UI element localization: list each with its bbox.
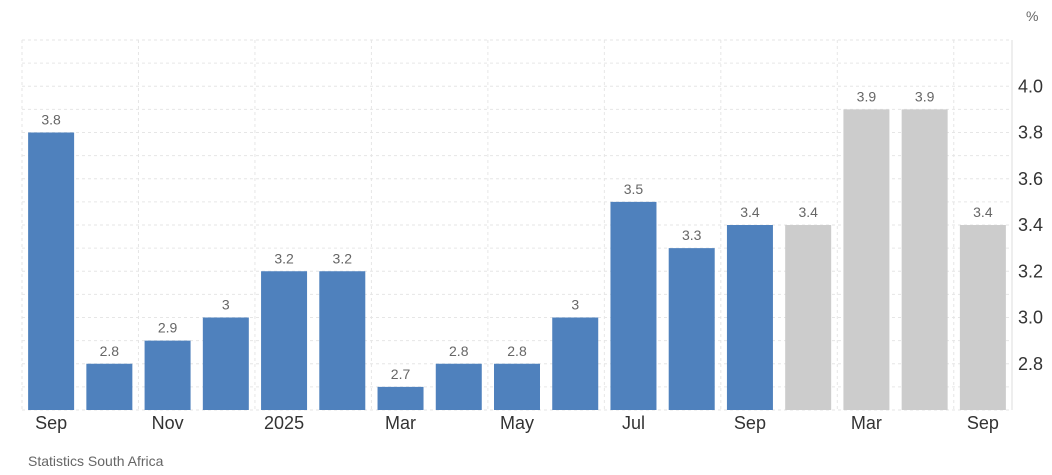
bars (28, 109, 1006, 410)
bar-value-label: 3.4 (973, 204, 993, 220)
forecast-bar[interactable] (959, 225, 1006, 410)
x-tick-label: Mar (851, 413, 882, 433)
bar-value-label: 3.3 (682, 227, 702, 243)
actual-bar[interactable] (668, 248, 715, 410)
source-credit: Statistics South Africa (28, 453, 164, 469)
bar-value-label: 3 (571, 297, 579, 313)
actual-bar[interactable] (552, 317, 599, 411)
unit-label: % (1026, 8, 1039, 24)
y-tick-label: 3.4 (1018, 215, 1043, 235)
bar-value-label: 2.8 (449, 343, 469, 359)
x-tick-label: 2025 (264, 413, 304, 433)
forecast-bar[interactable] (843, 109, 890, 410)
y-tick-label: 3.0 (1018, 308, 1043, 328)
bar-value-label: 2.7 (391, 366, 411, 382)
actual-bar[interactable] (435, 363, 482, 410)
bar-value-label: 3.8 (41, 112, 61, 128)
actual-bar[interactable] (202, 317, 249, 411)
actual-bar[interactable] (494, 363, 540, 410)
bar-value-label: 2.9 (158, 320, 178, 336)
x-tick-label: Jul (622, 413, 645, 433)
actual-bar[interactable] (377, 386, 424, 410)
y-tick-label: 3.6 (1018, 169, 1043, 189)
bar-value-label: 3.9 (915, 88, 935, 104)
x-tick-label: Sep (734, 413, 766, 433)
bar-value-label: 2.8 (100, 343, 120, 359)
y-tick-label: 3.2 (1018, 261, 1043, 281)
x-axis-tick-labels: Sep Nov 2025 Mar May Jul Sep Mar Sep (35, 413, 999, 433)
forecast-bar[interactable] (901, 109, 948, 410)
bar-value-label: 3.9 (857, 88, 877, 104)
y-axis-tick-labels: 2.8 3.0 3.2 3.4 3.6 3.8 4.0 (1018, 76, 1043, 374)
actual-bar[interactable] (610, 201, 657, 410)
x-tick-label: May (500, 413, 534, 433)
bar-value-label: 3.4 (798, 204, 818, 220)
bar-value-label: 3.5 (624, 181, 644, 197)
actual-bar[interactable] (261, 271, 308, 410)
bar-value-label: 3.2 (274, 250, 294, 266)
forecast-bar[interactable] (785, 225, 832, 410)
y-tick-label: 2.8 (1018, 354, 1043, 374)
actual-bar[interactable] (726, 225, 773, 410)
y-tick-label: 3.8 (1018, 123, 1043, 143)
bar-value-label: 3 (222, 297, 230, 313)
actual-bar[interactable] (86, 363, 133, 410)
bar-value-label: 3.2 (333, 250, 353, 266)
bar-value-label: 2.8 (507, 343, 527, 359)
actual-bar[interactable] (28, 132, 75, 411)
x-tick-label: Mar (385, 413, 416, 433)
bar-value-label: 3.4 (740, 204, 760, 220)
bar-value-labels: 3.8 2.8 2.9 3 3.2 3.2 2.7 2.8 2.8 3 3.5 3.3 3.4 3.4 3.… (41, 88, 992, 382)
actual-bar[interactable] (144, 340, 191, 410)
y-tick-label: 4.0 (1018, 76, 1043, 96)
actual-bar[interactable] (319, 271, 366, 410)
x-tick-label: Nov (152, 413, 184, 433)
x-tick-label: Sep (35, 413, 67, 433)
x-tick-label: Sep (967, 413, 999, 433)
